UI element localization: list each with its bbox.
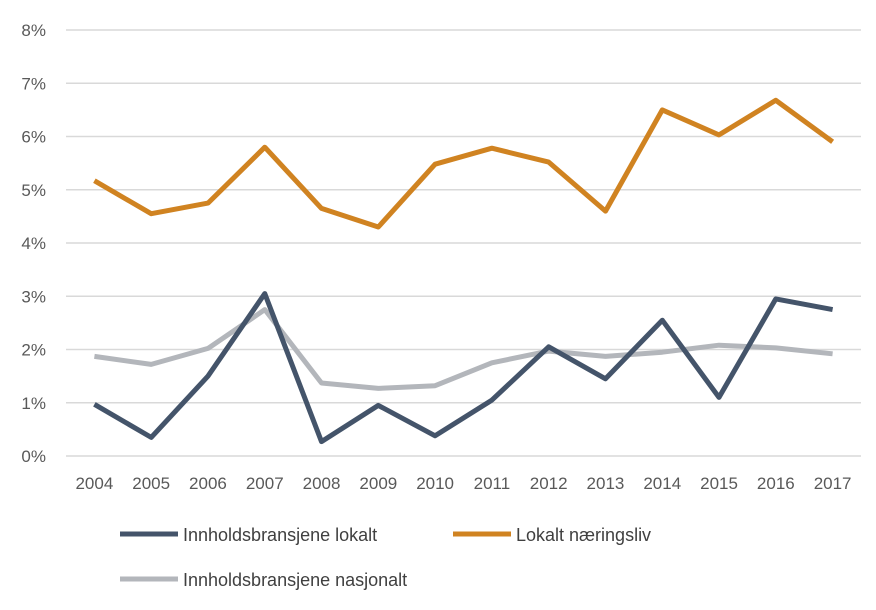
series-line-3: [94, 307, 833, 391]
x-tick-label: 2015: [700, 474, 738, 493]
y-tick-label: 5%: [21, 181, 46, 200]
x-tick-label: 2011: [474, 474, 511, 493]
y-tick-label: 1%: [21, 394, 46, 413]
y-axis-tick-labels: 0% 1% 2% 3% 4% 5% 6% 7% 8%: [21, 21, 46, 466]
legend-label: Innholdsbransjene nasjonalt: [183, 570, 407, 590]
series-lines: [93, 97, 835, 445]
x-tick-label: 2017: [814, 474, 852, 493]
series-line-2: [93, 97, 835, 230]
x-tick-label: 2004: [75, 474, 113, 493]
x-tick-label: 2016: [757, 474, 795, 493]
x-tick-label: 2014: [643, 474, 681, 493]
y-tick-label: 8%: [21, 21, 46, 40]
y-tick-label: 6%: [21, 128, 46, 147]
x-tick-label: 2005: [132, 474, 170, 493]
legend-label: Lokalt næringsliv: [516, 525, 651, 545]
y-tick-label: 0%: [21, 447, 46, 466]
x-tick-label: 2009: [359, 474, 397, 493]
y-tick-label: 4%: [21, 234, 46, 253]
legend: Innholdsbransjene lokalt Lokalt næringsli…: [120, 525, 651, 590]
x-tick-label: 2008: [303, 474, 341, 493]
y-tick-label: 7%: [21, 74, 46, 93]
x-tick-label: 2012: [530, 474, 568, 493]
x-tick-label: 2006: [189, 474, 227, 493]
gridlines: [66, 29, 861, 457]
y-tick-label: 2%: [21, 341, 46, 360]
x-axis-tick-labels: 2004 2005 2006 2007 2008 2009 2010 2011 2012 2013…: [75, 474, 851, 493]
series-line-1: [93, 291, 834, 445]
y-tick-label: 3%: [21, 287, 46, 306]
x-tick-label: 2007: [246, 474, 284, 493]
legend-label: Innholdsbransjene lokalt: [183, 525, 377, 545]
x-tick-label: 2013: [587, 474, 625, 493]
x-tick-label: 2010: [416, 474, 454, 493]
